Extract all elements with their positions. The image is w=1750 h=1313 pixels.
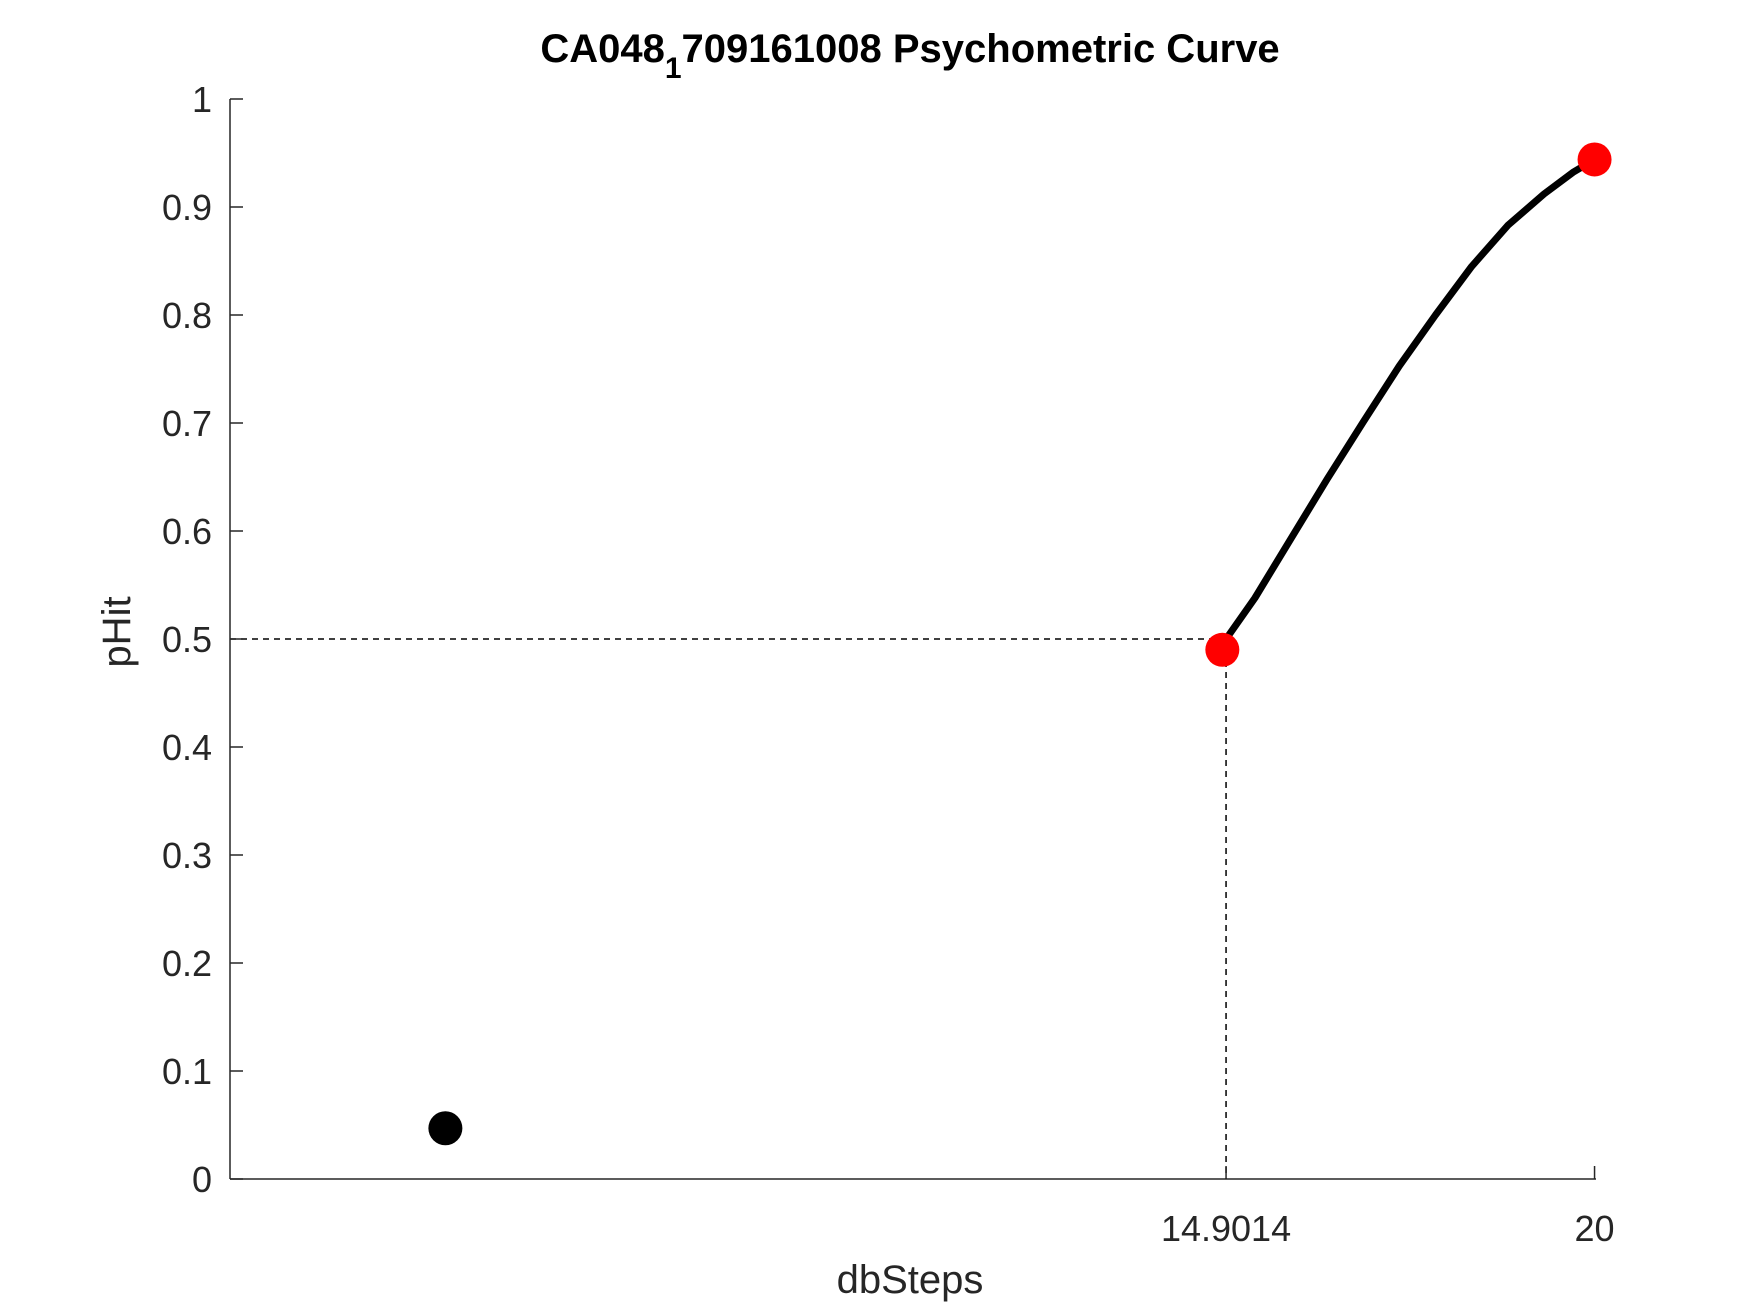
y-tick-label: 0.8 bbox=[162, 295, 212, 336]
chart-title: CA0481709161008 Psychometric Curve bbox=[540, 27, 1279, 85]
y-tick-label: 0.7 bbox=[162, 403, 212, 444]
chart-title-subscript: 1 bbox=[665, 52, 682, 85]
y-tick-label: 0.6 bbox=[162, 511, 212, 552]
fit-curve-line bbox=[1218, 156, 1599, 648]
y-tick-label: 0.9 bbox=[162, 187, 212, 228]
y-tick-label: 0 bbox=[192, 1159, 212, 1200]
y-tick-label: 0.5 bbox=[162, 619, 212, 660]
red-data-point bbox=[1577, 142, 1612, 177]
black-data-point bbox=[428, 1111, 463, 1146]
y-axis-label: pHit bbox=[95, 596, 139, 667]
y-tick-label: 0.3 bbox=[162, 835, 212, 876]
series bbox=[428, 142, 1612, 1146]
threshold-lines bbox=[230, 638, 1227, 1179]
red-data-point bbox=[1205, 632, 1240, 667]
y-tick-label: 0.1 bbox=[162, 1051, 212, 1092]
chart-title-suffix: 709161008 Psychometric Curve bbox=[682, 27, 1280, 71]
chart-title-prefix: CA048 bbox=[540, 27, 665, 71]
ticks: 0 0.1 0.2 0.3 0.4 0.5 0.6 0.7 0.8 0.9 1 14.9014 20 bbox=[162, 79, 1615, 1249]
x-axis-label: dbSteps bbox=[837, 1258, 984, 1302]
y-tick-label: 0.2 bbox=[162, 943, 212, 984]
x-tick-label: 14.9014 bbox=[1161, 1208, 1291, 1249]
y-tick-label: 0.4 bbox=[162, 727, 212, 768]
y-tick-label: 1 bbox=[192, 79, 212, 120]
x-tick-label: 20 bbox=[1575, 1208, 1615, 1249]
